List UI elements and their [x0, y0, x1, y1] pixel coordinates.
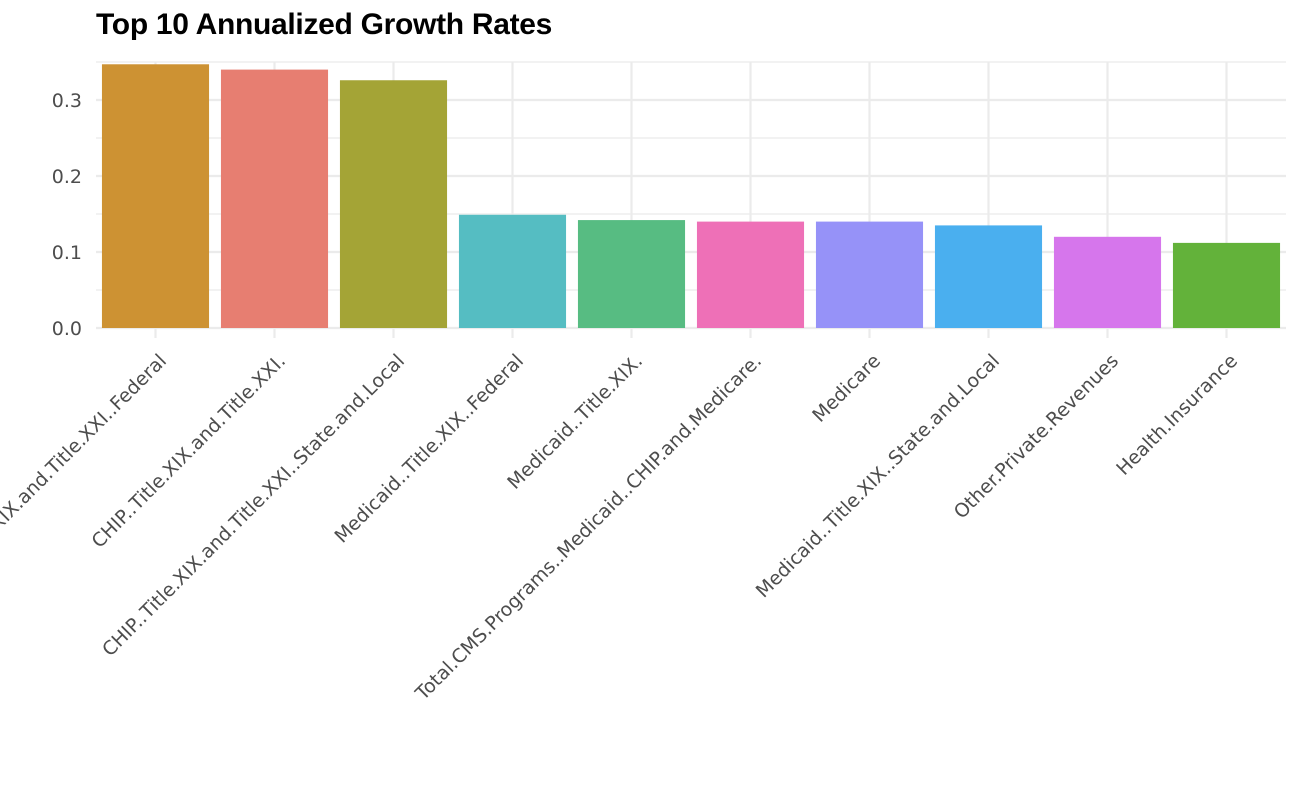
bars — [101, 64, 1281, 329]
x-tick-label: Medicaid..Title.XIX. — [503, 350, 647, 494]
x-tick-label: CHIP..Title.XIX.and.Title.XXI. — [88, 350, 291, 553]
x-tick-label: Medicaid..Title.XIX..Federal — [330, 350, 528, 548]
y-axis: 0.0 0.1 0.2 0.3 — [52, 90, 82, 340]
y-tick-label: 0.0 — [52, 318, 82, 340]
bar-1 — [101, 64, 210, 328]
bar-8 — [934, 225, 1043, 328]
bar-2 — [220, 69, 329, 328]
x-tick-label: Health.Insurance — [1112, 350, 1242, 480]
x-axis: CHIP..Title.XIX.and.Title.XXI..FederalCH… — [0, 350, 1242, 705]
bar-5 — [577, 220, 686, 328]
bar-4 — [458, 214, 567, 328]
bar-6 — [696, 221, 805, 328]
y-tick-label: 0.3 — [52, 90, 82, 112]
bar-3 — [339, 80, 448, 329]
y-tick-label: 0.1 — [52, 242, 82, 264]
bar-9 — [1053, 236, 1162, 328]
y-tick-label: 0.2 — [52, 166, 82, 188]
chart-title: Top 10 Annualized Growth Rates — [96, 8, 553, 41]
x-tick-label: Medicare — [808, 350, 885, 427]
bar-7 — [815, 221, 924, 328]
bar-10 — [1172, 242, 1281, 328]
x-tick-label: Medicaid..Title.XIX..State.and.Local — [752, 350, 1004, 602]
